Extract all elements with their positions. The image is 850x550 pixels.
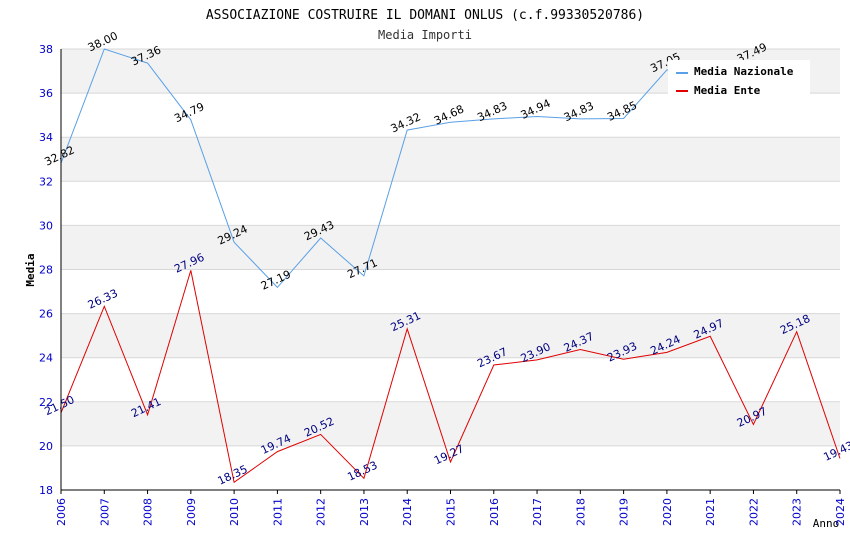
x-tick-label: 2013 xyxy=(358,498,371,526)
data-label-media-ente: 18.53 xyxy=(345,459,379,484)
x-tick-label: 2009 xyxy=(185,498,198,526)
x-tick-label: 2021 xyxy=(704,498,717,526)
data-label-media-nazionale: 34.94 xyxy=(519,97,553,122)
y-tick-label: 34 xyxy=(39,131,53,144)
y-axis-ticks: 18 20 22 24 26 28 30 32 34 36 38 xyxy=(39,43,53,497)
data-label-media-nazionale: 34.83 xyxy=(562,99,596,124)
x-tick-label: 2010 xyxy=(228,498,241,526)
y-tick-label: 22 xyxy=(39,396,53,409)
data-label-media-nazionale: 34.68 xyxy=(432,102,466,127)
y-tick-label: 24 xyxy=(39,352,53,365)
legend-label-media-ente: Media Ente xyxy=(694,84,761,97)
x-tick-label: 2024 xyxy=(834,498,847,526)
x-tick-label: 2006 xyxy=(55,498,68,526)
x-tick-label: 2018 xyxy=(574,498,587,526)
x-tick-label: 2022 xyxy=(747,498,760,526)
series-line-media-ente xyxy=(60,270,841,484)
x-tick-label: 2008 xyxy=(142,498,155,526)
grid-lines xyxy=(61,48,840,447)
background-band xyxy=(61,401,840,446)
data-label-media-ente: 18.35 xyxy=(216,463,250,488)
x-tick-label: 2014 xyxy=(401,498,414,526)
y-tick-label: 28 xyxy=(39,264,53,277)
data-label-media-nazionale: 34.32 xyxy=(389,110,423,135)
series-line-media-nazionale xyxy=(60,48,754,289)
data-label-media-nazionale: 27.19 xyxy=(259,268,293,293)
data-label-media-ente: 26.33 xyxy=(86,287,120,312)
series-lines xyxy=(60,48,841,484)
x-axis-ticks: 2006 2007 2008 2009 2010 2011 2012 2013 2014 2015… xyxy=(55,490,847,526)
x-tick-label: 2011 xyxy=(271,498,284,526)
y-tick-label: 32 xyxy=(39,175,53,188)
x-tick-label: 2023 xyxy=(791,498,804,526)
chart-title: ASSOCIAZIONE COSTRUIRE IL DOMANI ONLUS (… xyxy=(206,8,644,23)
y-axis-label: Media xyxy=(24,253,37,286)
y-tick-label: 26 xyxy=(39,308,53,321)
x-tick-label: 2016 xyxy=(488,498,501,526)
legend-box xyxy=(668,60,810,96)
background-bands xyxy=(61,49,840,446)
y-tick-label: 18 xyxy=(39,484,53,497)
x-tick-label: 2019 xyxy=(618,498,631,526)
x-tick-label: 2007 xyxy=(98,498,111,526)
data-label-media-nazionale: 34.79 xyxy=(172,100,206,125)
background-band xyxy=(61,225,840,270)
x-axis-label: Anno xyxy=(813,517,840,530)
x-tick-label: 2012 xyxy=(315,498,328,526)
x-tick-label: 2015 xyxy=(445,498,458,526)
data-label-media-nazionale: 34.85 xyxy=(605,99,639,124)
x-tick-label: 2020 xyxy=(661,498,674,526)
legend: Media Nazionale Media Ente xyxy=(668,60,810,97)
background-band xyxy=(61,313,840,358)
y-tick-label: 36 xyxy=(39,87,53,100)
y-tick-label: 38 xyxy=(39,43,53,56)
y-tick-label: 30 xyxy=(39,219,53,232)
x-tick-label: 2017 xyxy=(531,498,544,526)
data-label-media-nazionale: 34.83 xyxy=(475,99,509,124)
legend-label-media-nazionale: Media Nazionale xyxy=(694,65,794,78)
y-tick-label: 20 xyxy=(39,440,53,453)
background-band xyxy=(61,137,840,182)
chart-subtitle: Media Importi xyxy=(378,28,472,42)
